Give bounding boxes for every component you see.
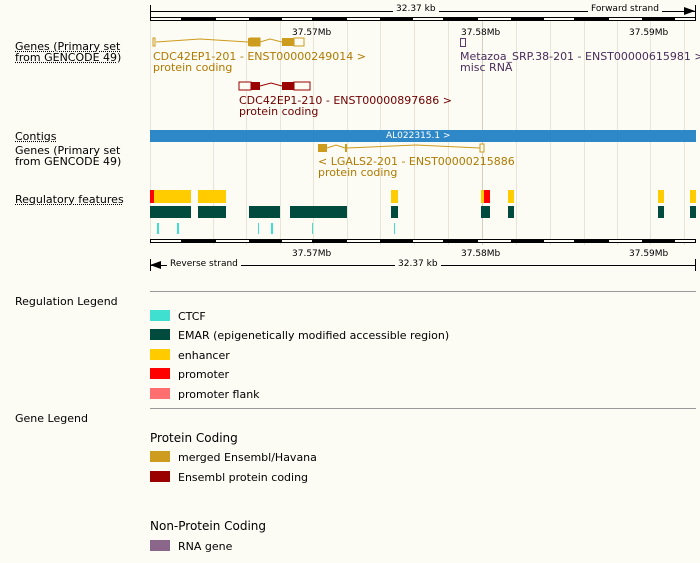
gene-type-cdc42ep1-201: protein coding [153,61,233,74]
enhancer-feature[interactable] [198,190,226,203]
ctcf-feature[interactable] [312,223,313,234]
tick-top-1: 37.57Mb [292,28,332,38]
emar-feature[interactable] [249,206,280,218]
legend-label-ctcf: CTCF [178,310,206,323]
regulation-legend-divider [150,291,696,292]
legend-swatch-rna-gene [150,540,170,551]
legend-label-rna-gene: RNA gene [178,540,233,553]
legend-label-promoter: promoter [178,368,230,381]
ctcf-feature[interactable] [394,223,395,234]
enhancer-feature[interactable] [391,190,398,203]
strand-label-top: Forward strand [588,4,662,14]
ctcf-feature[interactable] [258,223,259,234]
legend-swatch-promoter [150,368,170,379]
emar-feature[interactable] [481,206,490,218]
scale-bar-top [150,17,696,21]
span-label-bottom: 32.37 kb [395,259,441,269]
emar-feature[interactable] [391,206,398,218]
ctcf-feature[interactable] [271,223,273,234]
legend-label-merged: merged Ensembl/Havana [178,451,317,464]
track-label-contigs[interactable]: Contigs [15,130,57,143]
gene-model-cdc42ep1-210[interactable] [238,80,318,94]
track-label-regulatory[interactable]: Regulatory features [15,193,124,206]
track-label-genes-bottom[interactable]: Genes (Primary set from GENCODE 49) [15,144,122,168]
legend-swatch-emar [150,329,170,340]
legend-swatch-merged [150,451,170,462]
reverse-arrow-icon [150,261,161,269]
gene-model-lgals2-201[interactable] [316,143,488,155]
strand-label-bottom: Reverse strand [167,259,241,269]
emar-feature[interactable] [690,206,696,218]
regulation-legend-title: Regulation Legend [15,295,118,308]
gene-legend-divider [150,408,696,409]
legend-label-promoter-flank: promoter flank [178,388,260,401]
gene-type-metazoa-srp: misc RNA [460,61,513,74]
enhancer-feature[interactable] [658,190,664,203]
enhancer-feature[interactable] [690,190,696,203]
emar-feature[interactable] [658,206,664,218]
gene-label-lgals2-201[interactable]: < LGALS2-201 - ENST00000215886 [318,155,515,168]
legend-swatch-promoter-flank [150,388,170,399]
contig-label[interactable]: AL022315.1 > [386,131,451,141]
ctcf-feature[interactable] [177,223,179,234]
gene-label-cdc42ep1-201[interactable]: CDC42EP1-201 - ENST00000249014 > [153,50,366,63]
protein-coding-title: Protein Coding [150,431,238,445]
ctcf-feature[interactable] [157,223,159,234]
track-label-genes-top[interactable]: Genes (Primary set from GENCODE 49) [15,40,122,64]
gene-type-cdc42ep1-210: protein coding [239,105,319,118]
tick-bottom-1: 37.57Mb [292,249,332,259]
emar-feature[interactable] [150,206,191,218]
gene-model-metazoa-srp[interactable] [460,38,466,47]
emar-feature[interactable] [290,206,347,218]
tick-bottom-2: 37.58Mb [461,249,501,259]
gene-legend-title: Gene Legend [15,412,88,425]
non-protein-coding-title: Non-Protein Coding [150,519,267,533]
gene-type-lgals2-201: protein coding [318,166,398,179]
legend-swatch-enhancer [150,349,170,360]
scale-bar-bottom [150,239,696,243]
enhancer-feature[interactable] [508,190,514,203]
gene-label-cdc42ep1-210[interactable]: CDC42EP1-210 - ENST00000897686 > [239,94,452,107]
span-label-top: 32.37 kb [393,4,439,14]
enhancer-feature[interactable] [481,190,484,203]
tick-top-3: 37.59Mb [629,28,669,38]
gene-model-cdc42ep1-201[interactable] [150,36,320,50]
emar-feature[interactable] [508,206,514,218]
legend-label-emar: EMAR (epigenetically modified accessible… [178,329,450,342]
legend-label-ensembl-pc: Ensembl protein coding [178,471,309,484]
enhancer-feature[interactable] [154,190,191,203]
forward-arrow-icon [684,7,695,15]
tick-bottom-3: 37.59Mb [629,249,669,259]
legend-swatch-ensembl-pc [150,471,170,482]
legend-label-enhancer: enhancer [178,349,230,362]
legend-swatch-ctcf [150,310,170,321]
contig-bar[interactable] [150,130,696,142]
emar-feature[interactable] [198,206,226,218]
gene-label-metazoa-srp[interactable]: Metazoa_SRP.38-201 - ENST00000615981 > [460,50,700,63]
promoter-feature[interactable] [484,190,490,203]
tick-top-2: 37.58Mb [461,28,501,38]
promoter-feature[interactable] [150,190,154,203]
